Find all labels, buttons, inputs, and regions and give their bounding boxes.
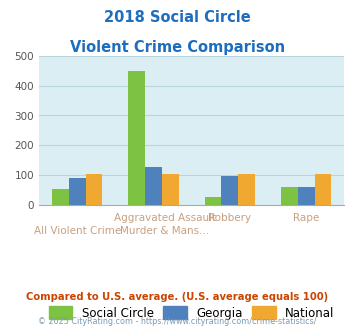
Text: Compared to U.S. average. (U.S. average equals 100): Compared to U.S. average. (U.S. average … (26, 292, 329, 302)
Bar (315, 174, 331, 205)
Bar (52, 189, 69, 205)
Bar (162, 174, 179, 205)
Text: Aggravated Assault: Aggravated Assault (114, 213, 216, 223)
Bar (69, 179, 86, 205)
Text: © 2025 CityRating.com - https://www.cityrating.com/crime-statistics/: © 2025 CityRating.com - https://www.city… (38, 317, 317, 326)
Bar (298, 187, 315, 205)
Text: Violent Crime Comparison: Violent Crime Comparison (70, 40, 285, 54)
Text: All Violent Crime: All Violent Crime (34, 226, 121, 236)
Text: Murder & Mans...: Murder & Mans... (120, 226, 209, 236)
Text: Rape: Rape (293, 213, 319, 223)
Bar (222, 176, 238, 205)
Bar (281, 187, 298, 205)
Bar (129, 71, 145, 205)
Bar (86, 174, 102, 205)
Legend: Social Circle, Georgia, National: Social Circle, Georgia, National (45, 303, 338, 323)
Text: Robbery: Robbery (208, 213, 251, 223)
Bar (145, 168, 162, 205)
Bar (205, 197, 222, 205)
Text: 2018 Social Circle: 2018 Social Circle (104, 10, 251, 25)
Bar (238, 174, 255, 205)
